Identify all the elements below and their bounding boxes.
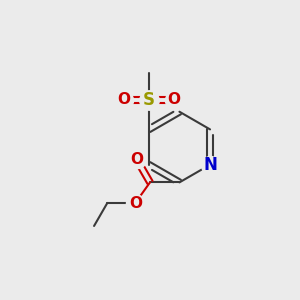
Text: O: O xyxy=(167,92,180,107)
Text: S: S xyxy=(143,91,155,109)
Text: O: O xyxy=(129,196,142,211)
Text: N: N xyxy=(203,156,217,174)
Text: O: O xyxy=(130,152,143,167)
Text: O: O xyxy=(117,92,130,107)
